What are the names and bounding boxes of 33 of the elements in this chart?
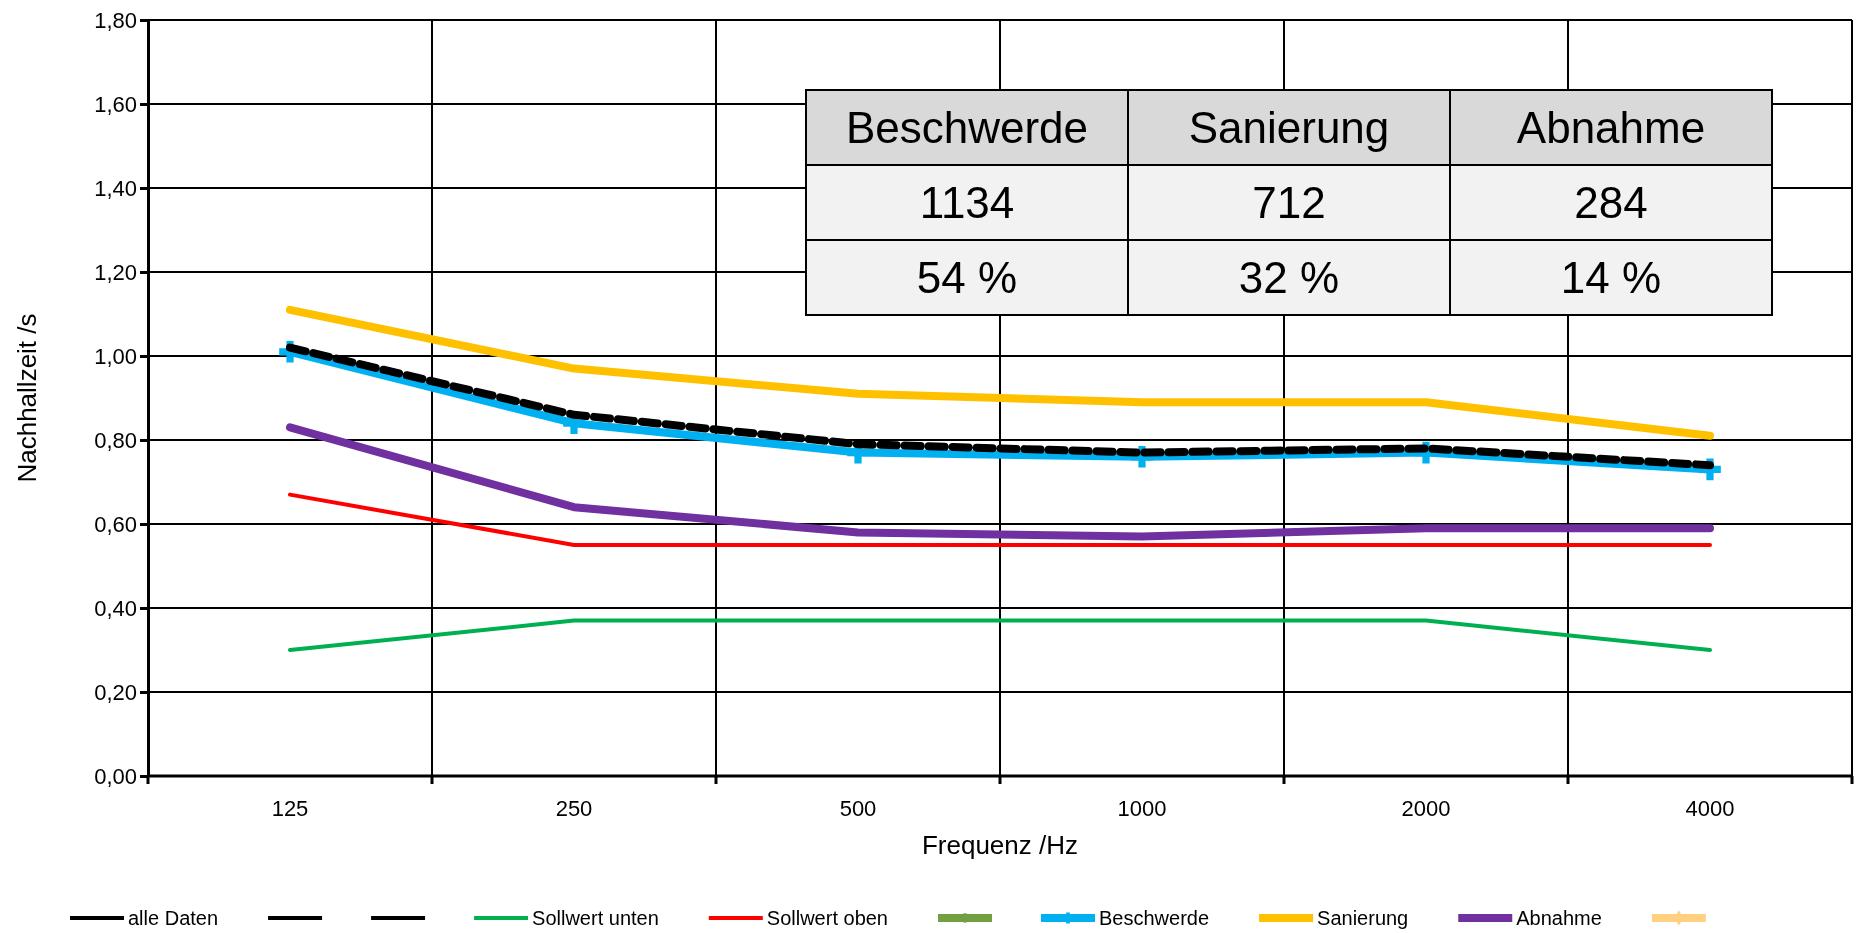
y-tick-label: 0,20 bbox=[94, 679, 137, 705]
legend-label: Beschwerde bbox=[1099, 907, 1210, 929]
x-tick-label: 250 bbox=[555, 796, 593, 821]
y-tick-label: 1,20 bbox=[94, 259, 137, 285]
annotation: 32 % bbox=[1238, 252, 1340, 302]
annotation: Beschwerde bbox=[845, 102, 1089, 152]
annotation: 14 % bbox=[1560, 252, 1662, 302]
annotation: 284 bbox=[1574, 177, 1648, 227]
annotation: Abnahme bbox=[1516, 102, 1706, 152]
x-axis-title: Frequenz /Hz bbox=[921, 830, 1079, 860]
legend-label: alle Daten bbox=[128, 907, 219, 929]
x-tick-label: 125 bbox=[271, 796, 309, 821]
y-tick-label: 1,00 bbox=[94, 343, 137, 369]
x-tick-label: 2000 bbox=[1401, 796, 1451, 821]
x-tick-label: 500 bbox=[839, 796, 877, 821]
annotation: Sanierung bbox=[1188, 102, 1390, 152]
y-tick-label: 1,80 bbox=[94, 7, 137, 33]
y-tick-label: 0,00 bbox=[94, 763, 137, 789]
x-tick-label: 1000 bbox=[1117, 796, 1167, 821]
legend-label: Sanierung bbox=[1317, 907, 1409, 929]
y-axis-title: Nachhallzeit /s bbox=[12, 313, 42, 483]
y-tick-label: 0,60 bbox=[94, 511, 137, 537]
legend-label: Abnahme bbox=[1516, 907, 1602, 929]
y-tick-label: 1,40 bbox=[94, 175, 137, 201]
y-tick-label: 0,40 bbox=[94, 595, 137, 621]
x-tick-label: 4000 bbox=[1685, 796, 1735, 821]
annotation: 54 % bbox=[916, 252, 1018, 302]
legend-label: Sollwert unten bbox=[532, 907, 659, 929]
legend-label: Sollwert oben bbox=[766, 907, 888, 929]
y-tick-label: 1,60 bbox=[94, 91, 137, 117]
annotation: 1134 bbox=[919, 177, 1015, 227]
annotation: 712 bbox=[1252, 177, 1326, 227]
y-tick-label: 0,80 bbox=[94, 427, 137, 453]
